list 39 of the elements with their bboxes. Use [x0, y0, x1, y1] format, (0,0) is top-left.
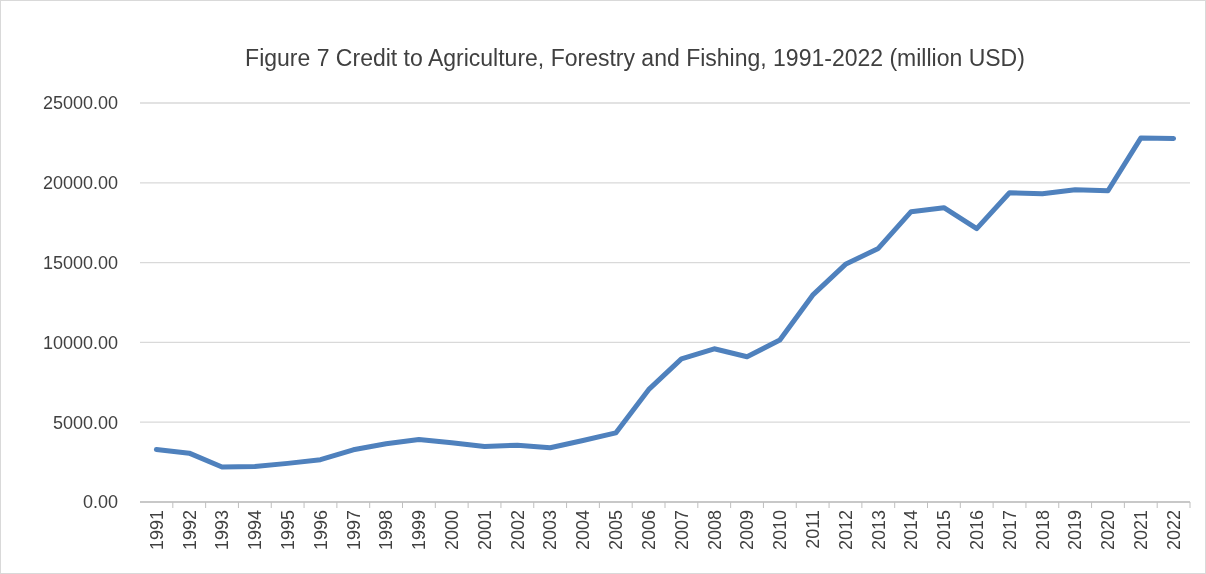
y-tick-label: 0.00: [82, 492, 118, 513]
x-tick-label: 2020: [1098, 510, 1119, 551]
x-tick-label: 2002: [507, 510, 528, 551]
y-tick-label: 15000.00: [42, 252, 118, 273]
x-tick-label: 2000: [442, 510, 463, 551]
x-tick-label: 1991: [146, 510, 167, 551]
x-tick-label: 1996: [310, 510, 331, 551]
x-tick-label: 2018: [1032, 510, 1053, 551]
x-tick-label: 2017: [999, 510, 1020, 551]
x-tick-label: 1992: [179, 510, 200, 551]
x-tick-label: 2005: [606, 510, 627, 551]
x-tick-label: 2011: [802, 510, 823, 549]
x-tick-label: 2022: [1163, 510, 1184, 551]
x-tick-label: 2003: [540, 510, 561, 551]
y-tick-label: 5000.00: [52, 412, 118, 433]
x-tick-label: 2010: [770, 510, 791, 551]
y-tick-label: 10000.00: [42, 332, 118, 353]
x-tick-label: 1997: [343, 510, 364, 551]
y-tick-label: 25000.00: [42, 93, 118, 114]
x-tick-label: 2004: [573, 510, 594, 551]
x-tick-label: 1995: [277, 510, 298, 551]
x-tick-label: 2009: [737, 510, 758, 551]
x-tick-label: 2007: [671, 510, 692, 551]
x-tick-label: 1994: [245, 510, 266, 551]
x-tick-label: 1999: [409, 510, 430, 551]
x-tick-label: 2014: [901, 510, 922, 551]
y-tick-label: 20000.00: [42, 173, 118, 194]
x-tick-label: 2019: [1065, 510, 1086, 551]
x-tick-label: 2012: [835, 510, 856, 551]
x-tick-label: 2001: [474, 510, 495, 551]
x-tick-label: 2015: [934, 510, 955, 551]
x-tick-label: 1998: [376, 510, 397, 551]
chart-title: Figure 7 Credit to Agriculture, Forestry and Fishing, 1991-2022 (million USD): [245, 45, 1025, 71]
x-tick-label: 2013: [868, 510, 889, 551]
x-tick-label: 2006: [638, 510, 659, 551]
x-tick-label: 2021: [1131, 510, 1152, 551]
x-tick-label: 1993: [212, 510, 233, 551]
x-tick-label: 2008: [704, 510, 725, 551]
x-tick-label: 2016: [967, 510, 988, 551]
